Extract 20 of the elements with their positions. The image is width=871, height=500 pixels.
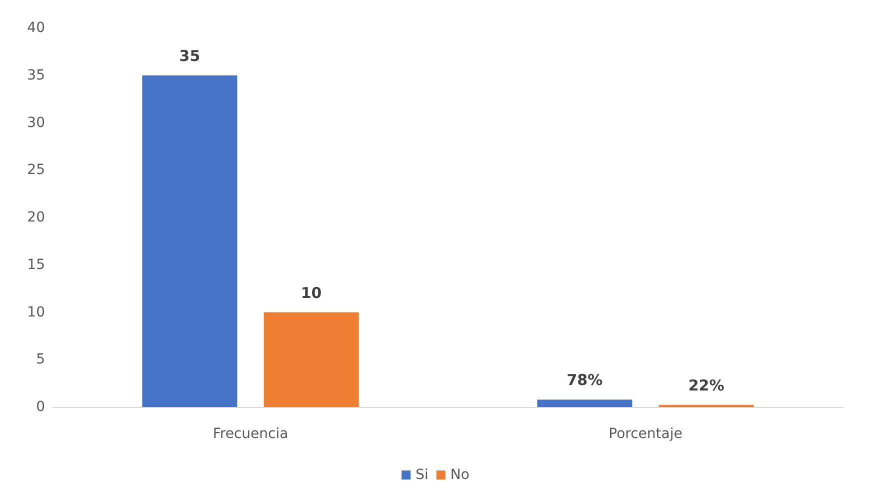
legend-label: No	[450, 467, 470, 483]
data-label: 10	[300, 284, 322, 302]
y-tick-label: 30	[27, 114, 45, 131]
x-tick-label: Frecuencia	[212, 426, 288, 442]
y-tick-label: 25	[27, 162, 45, 178]
y-tick-label: 35	[27, 67, 45, 84]
x-tick-label: Porcentaje	[608, 426, 682, 442]
bar	[537, 400, 632, 407]
y-tick-label: 10	[27, 304, 45, 320]
y-tick-label: 0	[36, 399, 45, 415]
y-tick-label: 20	[27, 210, 45, 226]
data-label: 78%	[566, 371, 603, 390]
legend-label: Si	[416, 467, 428, 483]
y-tick-label: 5	[36, 352, 45, 368]
bar	[142, 75, 238, 407]
data-label: 35	[179, 46, 200, 65]
bar	[264, 312, 359, 407]
y-tick-label: 15	[27, 256, 45, 273]
y-tick-label: 40	[27, 20, 45, 36]
data-label: 22%	[688, 376, 724, 394]
